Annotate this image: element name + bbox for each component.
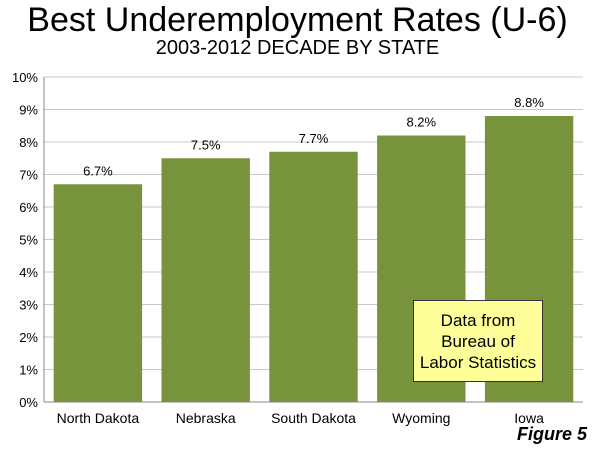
data-label: 7.7% bbox=[299, 131, 329, 146]
bar bbox=[53, 184, 143, 402]
y-tick-label: 3% bbox=[19, 298, 38, 313]
x-tick-label: Wyoming bbox=[392, 410, 450, 426]
source-note-line: Data from bbox=[440, 311, 516, 330]
source-note-line: Labor Statistics bbox=[419, 353, 537, 372]
y-tick-label: 2% bbox=[19, 330, 38, 345]
bar bbox=[269, 151, 358, 402]
x-tick-label: Iowa bbox=[514, 410, 544, 426]
figure-label: Figure 5 bbox=[516, 424, 587, 444]
data-label: 7.5% bbox=[191, 137, 221, 152]
bar bbox=[161, 158, 250, 402]
source-note-line: Bureau of bbox=[441, 332, 515, 351]
y-tick-label: 10% bbox=[12, 70, 38, 85]
data-label: 6.7% bbox=[83, 163, 113, 178]
y-tick-label: 6% bbox=[19, 200, 38, 215]
x-tick-label: North Dakota bbox=[57, 410, 140, 426]
y-tick-label: 5% bbox=[19, 233, 38, 248]
y-tick-label: 4% bbox=[19, 265, 38, 280]
y-tick-label: 8% bbox=[19, 135, 38, 150]
y-tick-label: 1% bbox=[19, 363, 38, 378]
x-tick-labels: North Dakota Nebraska South Dakota Wyoming I… bbox=[57, 410, 544, 426]
source-note: Data from Bureau of Labor Statistics bbox=[413, 300, 543, 382]
chart-subtitle: 2003-2012 DECADE BY STATE bbox=[155, 37, 440, 59]
y-tick-labels: 0% 1% 2% 3% 4% 5% 6% 7% 8% 9% 10% bbox=[12, 70, 38, 410]
x-tick-label: South Dakota bbox=[271, 410, 356, 426]
y-tick-label: 7% bbox=[19, 168, 38, 183]
data-labels: 6.7% 7.5% 7.7% 8.2% 8.8% bbox=[83, 95, 544, 178]
y-tick-label: 0% bbox=[19, 395, 38, 410]
x-tick-label: Nebraska bbox=[176, 410, 236, 426]
y-tick-label: 9% bbox=[19, 103, 38, 118]
data-label: 8.8% bbox=[514, 95, 544, 110]
chart-title: Best Underemployment Rates (U-6) bbox=[27, 1, 568, 39]
data-label: 8.2% bbox=[406, 115, 436, 130]
